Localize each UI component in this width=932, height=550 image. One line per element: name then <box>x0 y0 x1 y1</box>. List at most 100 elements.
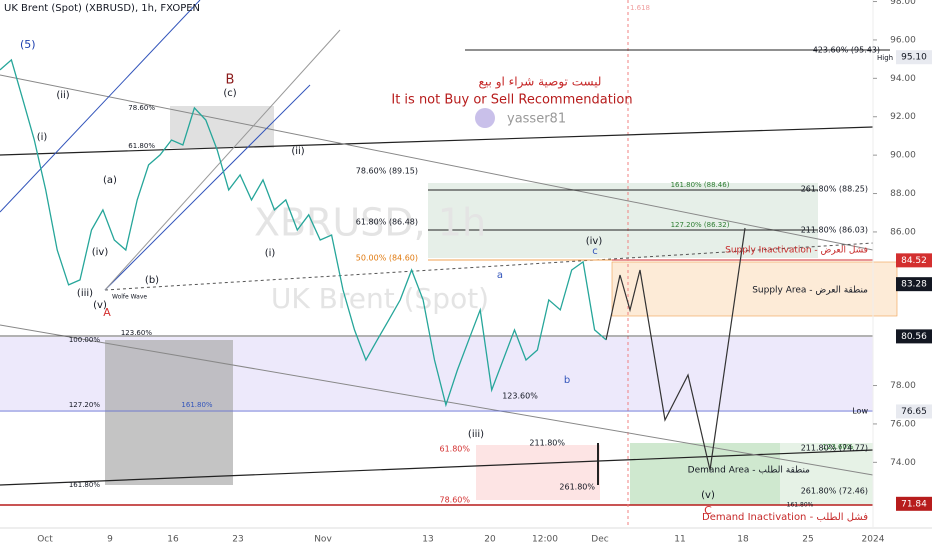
annotation: 78.60% (89.15) <box>356 167 418 176</box>
author: yasser81 <box>507 112 566 127</box>
x-tick-label: 16 <box>167 535 179 545</box>
y-tick-label: 78.00 <box>890 381 916 391</box>
annotation: 161.80% (88.46) <box>671 181 730 189</box>
x-tick-label: 12:00 <box>532 535 558 545</box>
price-label-box <box>896 277 932 292</box>
annotation: c <box>592 246 598 257</box>
x-tick-label: 25 <box>802 535 813 545</box>
annotation: 261.80% <box>559 483 595 492</box>
red-zone <box>476 445 600 500</box>
annotation: 61.80% <box>128 142 155 150</box>
annotation: 161.80% <box>69 481 100 489</box>
price-label-box <box>896 50 932 65</box>
annotation: 61.80% <box>439 445 470 454</box>
channel-line <box>0 324 874 476</box>
annotation: 261.80% (72.46) <box>801 487 868 496</box>
annotation: 1.618 <box>630 4 650 12</box>
annotation: Low <box>852 407 868 416</box>
channel-line <box>0 74 874 251</box>
annotation: (i) <box>37 132 48 143</box>
annotation: 123.60% <box>502 392 538 401</box>
annotation: (iv) <box>92 247 109 258</box>
price-label: 95.10 <box>901 53 927 63</box>
y-tick-label: 92.00 <box>890 112 916 122</box>
gray-box <box>105 340 233 485</box>
trend-line <box>0 126 874 156</box>
annotation: B <box>226 73 235 88</box>
x-tick-label: Oct <box>37 535 53 545</box>
y-tick-label: 98.00 <box>890 0 916 7</box>
y-tick-label: 76.00 <box>890 419 916 429</box>
channel-line <box>0 0 201 213</box>
annotation: 211.80% (74.77) <box>801 444 868 453</box>
x-tick-label: 18 <box>737 535 749 545</box>
wolfe-line <box>104 242 874 291</box>
annotation: 123.60% <box>121 329 152 337</box>
annotation: (c) <box>223 88 236 99</box>
annotation: (v) <box>93 300 107 311</box>
annotation: (v) <box>701 490 715 501</box>
annotation: A <box>103 306 111 319</box>
price-label: 83.28 <box>901 280 927 290</box>
x-tick-label: 11 <box>674 535 685 545</box>
x-tick-label: 20 <box>484 535 496 545</box>
green-zone <box>428 183 818 258</box>
annotation: (ii) <box>56 90 69 101</box>
annotation: 161.80% <box>787 502 814 509</box>
annotation: 423.60% (95.43) <box>813 46 880 55</box>
price-label: 84.52 <box>901 256 927 266</box>
x-tick-label: 9 <box>107 535 113 545</box>
annotation: Wolfe Wave <box>112 294 147 301</box>
price-label: 76.65 <box>901 407 927 417</box>
annotation: 78.60% <box>439 496 470 505</box>
x-tick-label: 13 <box>422 535 433 545</box>
y-tick-label: 74.00 <box>890 458 916 468</box>
y-tick-label: 94.00 <box>890 74 916 84</box>
price-label: 80.56 <box>901 332 927 342</box>
annotation: b <box>564 375 570 386</box>
annotation: (5) <box>20 38 36 51</box>
x-tick-label: 2024 <box>862 535 885 545</box>
y-tick-label: 86.00 <box>890 227 916 237</box>
x-tick-label: Nov <box>314 535 332 545</box>
annotation: (a) <box>103 175 117 186</box>
annotation: 50.00% (84.60) <box>356 254 418 263</box>
annotation: (iv) <box>586 236 603 247</box>
annotation: 123.60% <box>822 443 853 451</box>
annotation: (iii) <box>468 429 484 440</box>
annotation: 211.80% (86.03) <box>801 226 868 235</box>
notice: It is not Buy or Sell Recommendation <box>391 93 632 108</box>
author-icon <box>475 108 495 128</box>
x-tick-label: 23 <box>232 535 243 545</box>
annotation: (i) <box>265 248 276 259</box>
annotation: High <box>877 54 893 62</box>
price-label-box <box>896 404 932 419</box>
watermark: XBRUSD, 1h <box>254 201 486 245</box>
y-tick-label: 88.00 <box>890 189 916 199</box>
y-tick-label: 96.00 <box>890 35 916 45</box>
annotation: a <box>497 270 503 281</box>
annotation: 211.80% <box>529 439 565 448</box>
price-line <box>0 58 607 408</box>
annotation: 78.60% <box>128 104 155 112</box>
annotation: (b) <box>145 275 159 286</box>
annotation: 261.80% (88.25) <box>801 185 868 194</box>
channel-line <box>104 84 311 291</box>
price-label-box <box>896 496 932 511</box>
annotation: C <box>704 504 712 517</box>
x-tick-label: Dec <box>591 535 608 545</box>
annotation: (iii) <box>77 288 93 299</box>
annotation: 61.80% (86.48) <box>356 218 418 227</box>
annotation: Demand Area - منطقة الطلب <box>688 466 810 476</box>
price-label-box <box>896 253 932 268</box>
price-label-box <box>896 329 932 344</box>
annotation: Supply Inactivation - فشل العرض <box>725 246 868 256</box>
chart-title: UK Brent (Spot) (XBRUSD), 1h, FXOPEN <box>4 3 200 14</box>
annotation: 161.80% <box>181 401 212 409</box>
annotation: (ii) <box>291 146 304 157</box>
supply-zone <box>611 261 898 317</box>
annotation: 100.00% <box>69 336 100 344</box>
channel-line <box>104 29 341 291</box>
price-label: 71.84 <box>901 499 927 509</box>
watermark: UK Brent (Spot) <box>271 282 489 315</box>
